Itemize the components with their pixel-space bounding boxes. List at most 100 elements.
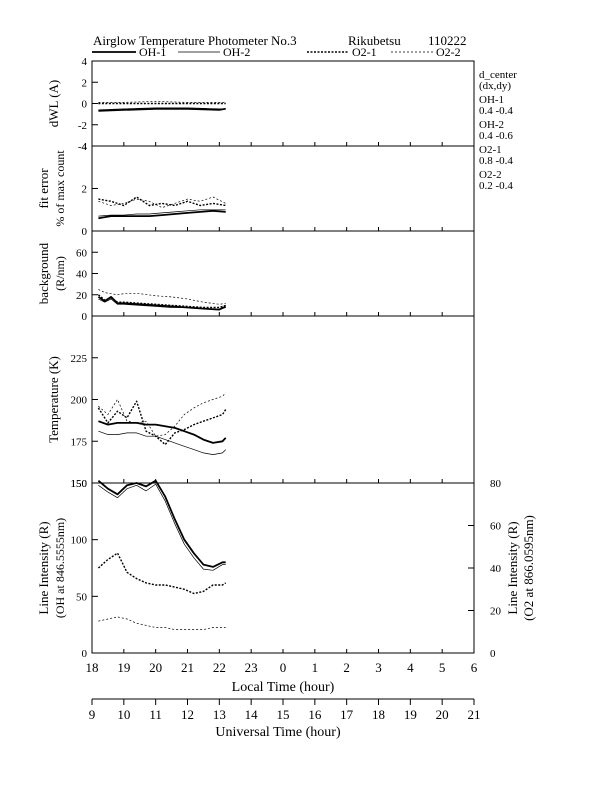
ytick-label-int-150: 150 xyxy=(71,478,88,490)
ytick-label-fit-4: 4 xyxy=(82,141,88,153)
ytick-label-dwl-2: -2 xyxy=(78,120,87,132)
panel-dwl: -4 -2 0 2 4 dWL (A) xyxy=(46,56,475,153)
ytick-label-temp-200: 200 xyxy=(71,395,88,407)
universal-time-tick-label-3: 12 xyxy=(181,707,194,722)
universal-time-tick-label-0: 9 xyxy=(89,707,96,722)
series-fit-oh2 xyxy=(98,209,226,217)
chart-panels: -4 -2 0 2 4 dWL (A) 0 2 4 fit error% of max count… xyxy=(36,56,536,660)
local-time-tick-label-3: 21 xyxy=(181,660,194,675)
ytick-right-label-int-80: 80 xyxy=(490,478,502,490)
ytick-label-bg-0: 0 xyxy=(82,311,88,323)
series-dwl-oh1 xyxy=(98,107,226,112)
series-temp-o21 xyxy=(97,400,227,446)
date-label: 110222 xyxy=(428,33,467,48)
series-bg-oh2 xyxy=(98,298,226,310)
series-fit-o21 xyxy=(98,196,226,207)
panel-frame-bg xyxy=(91,230,475,317)
series-int-oh2 xyxy=(98,483,226,571)
universal-time-tick-label-6: 15 xyxy=(277,707,290,722)
panel-fit: 0 2 4 fit error% of max count xyxy=(36,141,475,238)
series-bg-o22 xyxy=(98,289,226,305)
ylabel-right-int: Line Intensity (R) xyxy=(505,521,520,614)
series-fit-oh1 xyxy=(98,209,226,220)
local-time-tick-label-2: 20 xyxy=(149,660,162,675)
ytick-label-bg-40: 40 xyxy=(76,269,88,281)
series-temp-o22 xyxy=(98,392,226,437)
local-time-tick-label-10: 4 xyxy=(407,660,414,675)
universal-time-tick-label-12: 21 xyxy=(468,707,481,722)
ylabel2-fit: % of max count xyxy=(53,150,67,227)
ytick-label-int-100: 100 xyxy=(71,535,88,547)
panel-frame-fit xyxy=(91,145,475,232)
note-value-o22: 0.2 -0.4 xyxy=(479,180,513,192)
local-time-tick-label-5: 23 xyxy=(245,660,258,675)
ytick-right-label-int-0: 0 xyxy=(490,648,496,660)
note-label-o22: O2-2 xyxy=(479,169,502,181)
dcenter-heading: d_center xyxy=(479,69,517,81)
panel-frame-int xyxy=(91,482,475,654)
ytick-right-label-int-60: 60 xyxy=(490,521,502,533)
local-time-tick-label-8: 2 xyxy=(343,660,350,675)
universal-time-axis-label: Universal Time (hour) xyxy=(215,725,341,740)
universal-time-tick-label-7: 16 xyxy=(308,707,322,722)
legend: OH-1 OH-2 O2-1 O2-2 xyxy=(92,45,461,59)
legend-label-oh1: OH-1 xyxy=(139,45,166,59)
series-int-o22 xyxy=(98,616,226,630)
local-time-tick-label-0: 18 xyxy=(86,660,99,675)
series-dwl-o22 xyxy=(98,101,226,103)
ytick-label-temp-175: 175 xyxy=(71,436,88,448)
series-temp-oh2 xyxy=(98,430,226,455)
local-time-tick-label-12: 6 xyxy=(471,660,478,675)
panel-temp: 150 175 200 225 Temperature (K) xyxy=(46,315,475,490)
ytick-label-fit-2: 2 xyxy=(82,184,88,196)
local-time-tick-label-4: 22 xyxy=(213,660,226,675)
side-notes: d_center (dx,dy) OH-1 0.4 -0.4 OH-2 0.4 … xyxy=(479,69,517,192)
site-name: Rikubetsu xyxy=(348,33,401,48)
dcenter-subheading: (dx,dy) xyxy=(479,80,511,92)
ytick-label-dwl-4: 4 xyxy=(82,56,88,68)
ylabel-right2-int: (O2 at 866.0595nm) xyxy=(521,515,536,621)
local-time-tick-label-9: 3 xyxy=(375,660,382,675)
note-value-oh1: 0.4 -0.4 xyxy=(479,105,513,117)
local-time-axis-label: Local Time (hour) xyxy=(232,680,335,695)
legend-label-o21: O2-1 xyxy=(352,45,377,59)
ytick-right-label-int-20: 20 xyxy=(490,606,502,618)
series-int-o21 xyxy=(97,552,227,595)
ytick-label-int-0: 0 xyxy=(82,648,88,660)
universal-time-tick-label-8: 17 xyxy=(340,707,354,722)
series-temp-oh1 xyxy=(98,420,227,444)
series-bg-o21 xyxy=(97,294,226,309)
note-value-o21: 0.8 -0.4 xyxy=(479,155,513,167)
universal-time-tick-label-2: 11 xyxy=(149,707,162,722)
series-fit-o22 xyxy=(98,196,226,208)
ylabel-dwl: dWL (A) xyxy=(46,80,61,128)
figure-title: Airglow Temperature Photometer No.3 xyxy=(93,33,297,48)
series-bg-oh1 xyxy=(97,295,227,311)
universal-time-tick-label-1: 10 xyxy=(117,707,130,722)
ytick-label-bg-60: 60 xyxy=(76,247,88,259)
universal-time-tick-label-11: 20 xyxy=(436,707,449,722)
ytick-label-temp-225: 225 xyxy=(71,353,88,365)
legend-label-o22: O2-2 xyxy=(436,45,461,59)
ylabel2-int: (OH at 846.5555nm) xyxy=(53,518,67,618)
ytick-label-int-50: 50 xyxy=(76,591,88,603)
series-int-oh1 xyxy=(97,479,226,568)
ytick-label-dwl-0: 0 xyxy=(82,99,88,111)
ytick-label-dwl-4: -4 xyxy=(78,141,88,153)
ylabel-temp: Temperature (K) xyxy=(46,356,61,443)
note-label-oh1: OH-1 xyxy=(479,94,504,106)
local-time-tick-label-6: 0 xyxy=(280,660,287,675)
universal-time-tick-label-10: 19 xyxy=(404,707,417,722)
ytick-right-label-int-40: 40 xyxy=(490,563,502,575)
ylabel-fit: fit error xyxy=(36,168,51,209)
local-time-tick-label-1: 19 xyxy=(117,660,130,675)
universal-time-tick-label-9: 18 xyxy=(372,707,385,722)
ytick-label-fit-0: 0 xyxy=(82,226,88,238)
note-label-oh2: OH-2 xyxy=(479,119,504,131)
ytick-label-temp-150: 150 xyxy=(71,478,88,490)
ylabel2-bg: (R/nm) xyxy=(53,256,67,291)
note-value-oh2: 0.4 -0.6 xyxy=(479,130,513,142)
panel-frame-temp xyxy=(91,315,475,484)
